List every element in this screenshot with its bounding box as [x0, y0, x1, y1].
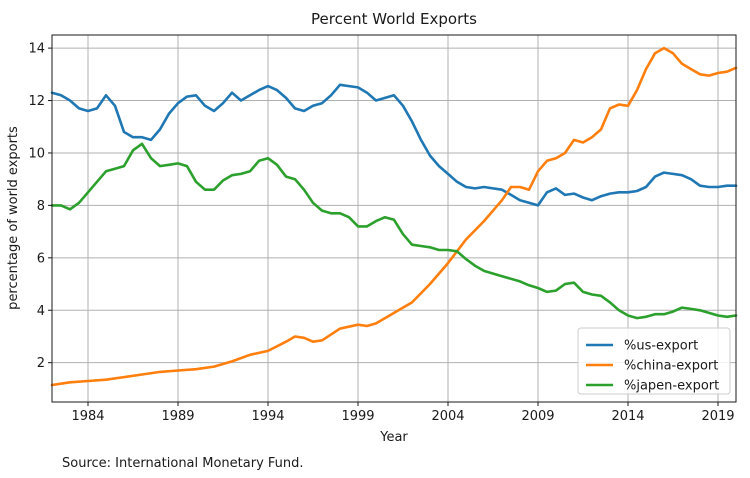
- y-tick-label: 10: [28, 146, 45, 161]
- legend-label: %us-export: [624, 339, 698, 354]
- source-note: Source: International Monetary Fund.: [62, 456, 304, 471]
- y-tick-label: 6: [37, 251, 45, 266]
- x-tick-label: 2019: [701, 409, 734, 424]
- y-tick-label: 2: [37, 356, 45, 371]
- x-tick-label: 2004: [431, 409, 464, 424]
- x-tick-label: 2014: [611, 409, 644, 424]
- x-tick-label: 1989: [161, 409, 194, 424]
- legend: %us-export %china-export %japen-export: [577, 327, 731, 395]
- legend-box: [577, 327, 731, 395]
- y-tick-label: 14: [28, 42, 45, 57]
- y-tick-label: 8: [37, 199, 45, 214]
- legend-label: %china-export: [624, 359, 718, 374]
- x-axis-label: Year: [379, 430, 408, 445]
- y-tick-label: 4: [37, 304, 45, 319]
- chart-title: Percent World Exports: [311, 10, 477, 28]
- series-line-us-export: [50, 83, 738, 207]
- axis-ticks: 1984 1989 1994 1999 2004 2009 2014 2019 2 4 6 8 10 12…: [28, 42, 734, 424]
- plot-area-frame: [51, 34, 737, 403]
- y-tick-label: 12: [28, 94, 45, 109]
- x-tick-label: 1994: [251, 409, 284, 424]
- series-line-china-export: [50, 46, 738, 387]
- series-line-japen-export: [50, 142, 738, 320]
- x-tick-label: 1999: [341, 409, 374, 424]
- grid: [52, 35, 736, 402]
- series-lines: [50, 46, 738, 387]
- x-tick-label: 2009: [521, 409, 554, 424]
- y-axis-label: percentage of world exports: [6, 126, 21, 310]
- legend-label: %japen-export: [624, 379, 719, 394]
- x-tick-label: 1984: [71, 409, 104, 424]
